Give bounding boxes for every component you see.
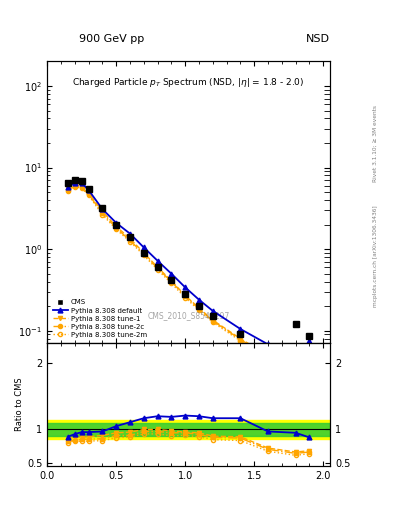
Text: CMS_2010_S8547297: CMS_2010_S8547297	[147, 311, 230, 319]
Text: 900 GeV pp: 900 GeV pp	[79, 33, 144, 44]
Text: Charged Particle $p_T$ Spectrum (NSD, $|\eta|$ = 1.8 - 2.0): Charged Particle $p_T$ Spectrum (NSD, $|…	[72, 76, 305, 89]
Y-axis label: Ratio to CMS: Ratio to CMS	[15, 378, 24, 432]
Text: NSD: NSD	[306, 33, 330, 44]
Text: Rivet 3.1.10; ≥ 3M events: Rivet 3.1.10; ≥ 3M events	[373, 105, 378, 182]
Text: mcplots.cern.ch [arXiv:1306.3436]: mcplots.cern.ch [arXiv:1306.3436]	[373, 205, 378, 307]
Legend: CMS, Pythia 8.308 default, Pythia 8.308 tune-1, Pythia 8.308 tune-2c, Pythia 8.3: CMS, Pythia 8.308 default, Pythia 8.308 …	[51, 297, 149, 340]
